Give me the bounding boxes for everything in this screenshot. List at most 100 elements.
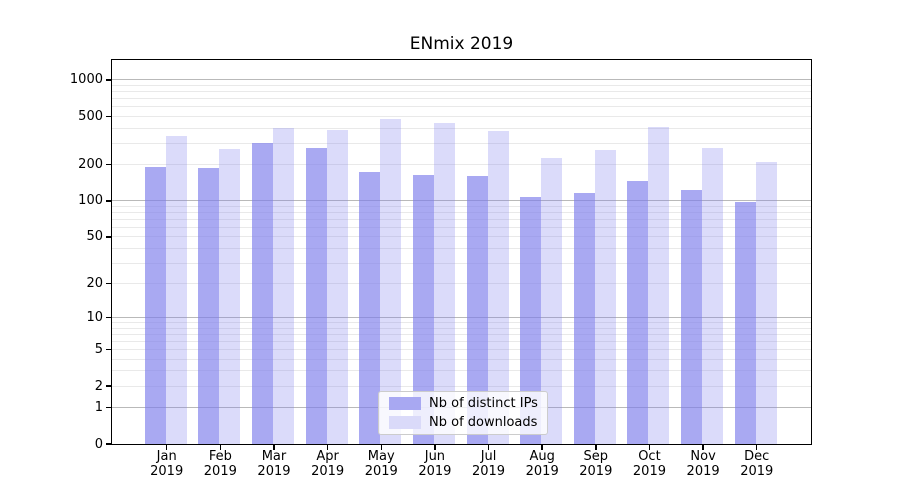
bar-distinct-ips [627,181,649,444]
x-tick-mark [380,444,382,450]
bar-distinct-ips [359,171,381,444]
gridline-minor [112,247,811,249]
bar-downloads [272,127,294,444]
bar-downloads [219,149,241,444]
y-tick-mark [106,282,112,285]
gridline-minor [112,142,811,144]
gridline-minor [112,226,811,228]
y-axis-tick-label: 200 [78,157,103,173]
gridline-minor [112,340,811,342]
gridline-minor [112,211,811,213]
bar-distinct-ips [198,167,220,444]
y-tick-mark [106,385,112,387]
chart-title: ENmix 2019 [409,34,514,54]
bar-downloads [433,122,455,444]
gridline-minor [112,283,811,285]
y-tick-mark [106,443,112,445]
legend-item: Nb of distinct IPs [387,396,539,412]
y-axis-tick-label: 1000 [69,72,103,88]
bar-distinct-ips [734,202,756,444]
gridline-minor [112,127,811,129]
x-tick-mark [165,444,168,450]
x-tick-mark [648,444,651,450]
gridline-minor [112,218,811,220]
gridline-minor [112,205,811,207]
y-tick-mark [106,200,112,202]
bar-downloads [594,149,616,444]
y-tick-mark [106,406,112,409]
legend-swatch-downloads [389,415,421,429]
bar-distinct-ips [144,167,166,444]
bar-distinct-ips [466,176,488,444]
bar-distinct-ips [681,189,703,444]
gridline-minor [112,262,811,264]
legend: Nb of distinct IPs Nb of downloads [378,391,548,435]
bar-downloads [702,148,724,444]
bar-distinct-ips [520,196,542,444]
gridline-minor [112,115,811,117]
x-axis-tick-label: Nov 2019 [686,449,720,479]
x-tick-mark [755,444,758,450]
bar-distinct-ips [573,193,595,444]
bar-downloads [380,118,402,444]
y-tick-mark [106,163,112,166]
gridline-major [112,79,811,81]
gridline-minor [112,349,811,351]
bar-downloads [755,161,777,444]
gridline-minor [112,358,811,360]
legend-item: Nb of downloads [387,415,539,431]
x-axis-tick-label: May 2019 [364,449,398,479]
bar-downloads [648,126,670,444]
gridline-minor [112,91,811,93]
y-tick-mark [106,115,112,118]
x-tick-mark [326,444,329,450]
x-tick-mark [219,444,222,450]
x-axis-tick-label: Aug 2019 [525,449,559,479]
x-tick-mark [595,444,597,450]
gridline-minor [112,385,811,387]
gridline-minor [112,164,811,166]
y-axis-tick-label: 20 [86,276,103,292]
x-axis-tick-label: Jul 2019 [471,449,506,479]
gridline-minor [112,370,811,372]
gridline-minor [112,333,811,335]
x-axis-tick-label: Apr 2019 [311,449,345,479]
x-tick-mark [434,444,436,450]
gridline-minor [112,98,811,100]
x-axis-tick-label: Sep 2019 [579,449,613,479]
x-tick-mark [702,444,704,450]
x-axis-tick-label: Oct 2019 [632,449,666,479]
bar-distinct-ips [251,143,273,444]
gridline-minor [112,106,811,108]
bar-distinct-ips [305,147,327,444]
gridline-minor [112,327,811,329]
gridline-major [112,317,811,319]
y-tick-mark [106,316,112,319]
y-axis-tick-label: 10 [86,310,103,326]
bar-distinct-ips [412,174,434,444]
bar-downloads [541,158,563,444]
y-tick-mark [106,236,112,238]
x-tick-mark [541,444,543,450]
bar-downloads [487,130,509,444]
x-tick-mark [273,444,275,450]
y-tick-mark [106,348,112,351]
legend-label: Nb of distinct IPs [429,396,538,412]
y-axis-tick-label: 1 [94,399,103,415]
legend-label: Nb of downloads [429,414,538,430]
y-axis-tick-label: 5 [94,342,103,358]
x-axis-tick-label: Mar 2019 [257,449,291,479]
gridline-minor [112,322,811,324]
x-axis-tick-label: Feb 2019 [203,449,237,479]
y-axis-tick-label: 500 [78,108,103,124]
y-axis-tick-label: 100 [78,193,103,209]
x-axis-tick-label: Dec 2019 [740,449,774,479]
y-axis-tick-label: 0 [94,436,103,452]
x-tick-mark [487,444,490,450]
y-tick-mark [106,79,112,81]
y-axis-tick-label: 2 [94,378,103,394]
x-axis-tick-label: Jan 2019 [150,449,184,479]
bar-downloads [326,130,348,444]
legend-swatch-distinct-ips [389,397,421,411]
